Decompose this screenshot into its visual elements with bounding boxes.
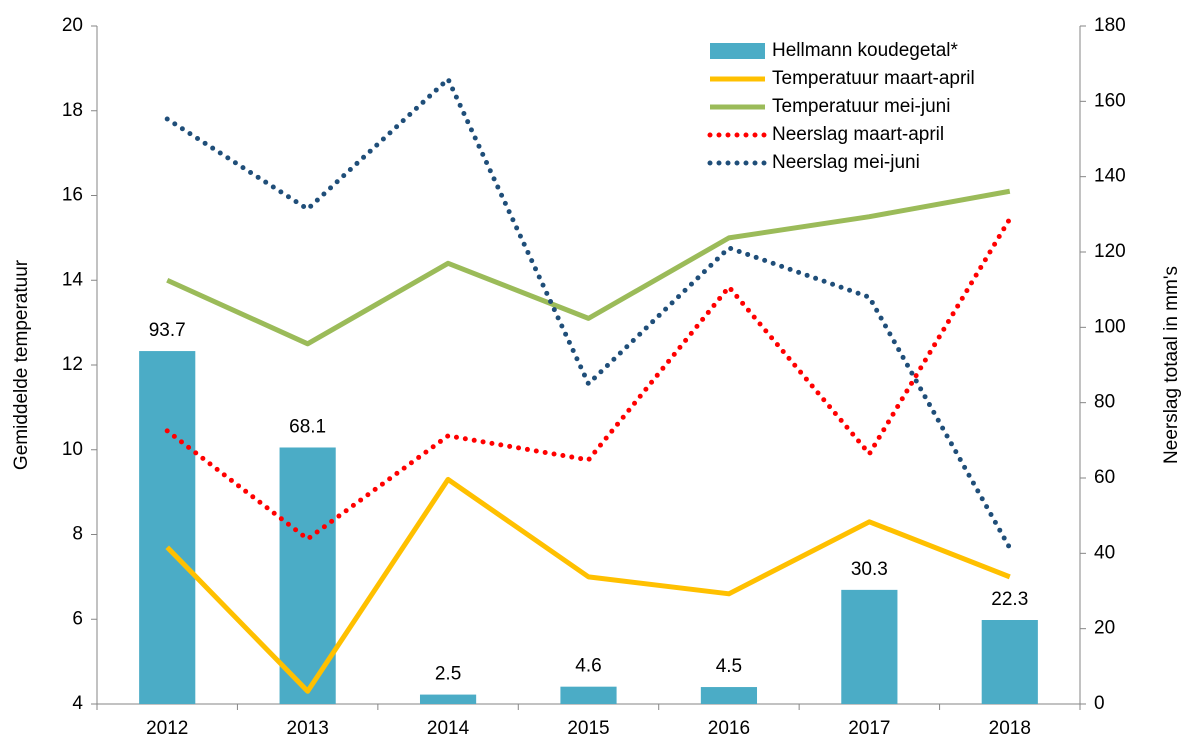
y2-tick-label: 80 <box>1094 392 1115 413</box>
line <box>164 74 1013 551</box>
y2-tick-label: 20 <box>1094 618 1115 639</box>
y2-tick-label: 60 <box>1094 467 1115 488</box>
bar <box>700 687 758 704</box>
y-tick-label: 12 <box>62 354 83 375</box>
y-tick-label: 10 <box>62 439 83 460</box>
line <box>165 476 1011 694</box>
y2-tick-label: 120 <box>1094 241 1126 262</box>
x-tick-label: 2018 <box>989 718 1031 739</box>
bar-value-label: 30.3 <box>851 559 888 580</box>
y2-tick-label: 100 <box>1094 316 1126 337</box>
legend-label: Temperatuur maart-april <box>772 68 975 89</box>
legend-label: Temperatuur mei-juni <box>772 96 950 117</box>
y-tick-label: 4 <box>72 693 83 714</box>
bar <box>560 686 617 704</box>
y-tick-label: 14 <box>62 269 84 290</box>
bar <box>981 620 1038 704</box>
x-tick-label: 2017 <box>848 718 890 739</box>
y-tick-label: 8 <box>72 524 83 545</box>
bar <box>139 351 196 704</box>
bar-value-label: 93.7 <box>149 320 186 341</box>
bar-value-label: 22.3 <box>991 589 1028 610</box>
y2-tick-label: 0 <box>1094 693 1105 714</box>
y2-tick-label: 40 <box>1094 542 1115 563</box>
legend-swatch <box>710 43 765 59</box>
x-tick-label: 2015 <box>567 718 609 739</box>
x-tick-label: 2014 <box>427 718 470 739</box>
x-tick-label: 2012 <box>146 718 188 739</box>
y-tick-label: 18 <box>62 100 83 121</box>
y2-tick-label: 160 <box>1094 90 1126 111</box>
y2-tick-label: 140 <box>1094 166 1126 187</box>
y-tick-label: 20 <box>62 15 83 36</box>
line <box>164 216 1013 543</box>
y-tick-label: 6 <box>72 608 83 629</box>
y-axis-label: Gemiddelde temperatuur <box>11 259 32 470</box>
legend-label: Neerslag maart-april <box>772 124 944 145</box>
line <box>166 188 1011 347</box>
y-tick-label: 16 <box>62 185 83 206</box>
legend-label: Hellmann koudegetal* <box>772 40 959 61</box>
bar-value-label: 4.5 <box>716 656 742 677</box>
x-tick-label: 2013 <box>287 718 329 739</box>
y2-axis-label: Neerslag totaal in mm's <box>1161 266 1182 464</box>
bar-value-label: 68.1 <box>289 417 326 438</box>
y2-tick-label: 180 <box>1094 15 1126 36</box>
bar-value-label: 4.6 <box>575 656 601 677</box>
bar-value-label: 2.5 <box>435 664 461 685</box>
bar <box>841 589 898 704</box>
legend-label: Neerslag mei-juni <box>772 152 920 173</box>
x-tick-label: 2016 <box>708 718 750 739</box>
bar <box>419 694 477 704</box>
